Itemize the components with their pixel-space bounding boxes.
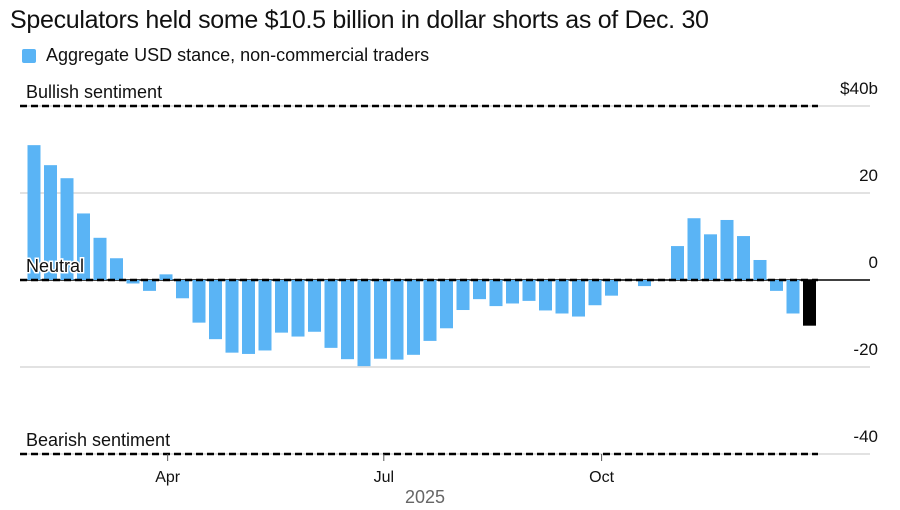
bar bbox=[572, 280, 585, 317]
reference-label: Bearish sentiment bbox=[26, 430, 170, 450]
reference-label: Neutral bbox=[26, 256, 84, 276]
chart-title: Speculators held some $10.5 billion in d… bbox=[10, 6, 709, 34]
bar bbox=[291, 280, 305, 337]
y-tick-label: $40b bbox=[840, 79, 878, 98]
reference-label: Bullish sentiment bbox=[26, 82, 162, 102]
bar bbox=[720, 219, 734, 280]
bar bbox=[704, 234, 717, 280]
x-tick-label: Oct bbox=[589, 469, 614, 486]
bar bbox=[390, 280, 404, 360]
bar bbox=[555, 280, 569, 314]
bar bbox=[176, 280, 189, 299]
legend: Aggregate USD stance, non-commercial tra… bbox=[22, 45, 429, 66]
bar bbox=[341, 280, 354, 360]
legend-label: Aggregate USD stance, non-commercial tra… bbox=[46, 45, 430, 65]
bar bbox=[423, 280, 437, 341]
bar bbox=[77, 213, 90, 280]
x-tick-label: Jul bbox=[374, 469, 394, 486]
y-tick-label: 20 bbox=[859, 166, 878, 185]
bar bbox=[473, 280, 486, 300]
bar bbox=[159, 274, 173, 280]
bar bbox=[753, 259, 767, 280]
bar bbox=[225, 280, 239, 353]
bar bbox=[242, 280, 255, 354]
bar bbox=[143, 280, 156, 291]
bar bbox=[192, 280, 206, 323]
legend-swatch bbox=[22, 48, 36, 63]
bar bbox=[440, 280, 453, 329]
bar bbox=[374, 280, 387, 359]
bar bbox=[489, 280, 503, 307]
bar bbox=[110, 258, 123, 280]
bar bbox=[27, 145, 41, 280]
bar bbox=[506, 280, 519, 304]
bar bbox=[786, 280, 800, 314]
bar bbox=[456, 280, 470, 311]
bar bbox=[687, 218, 701, 280]
x-tick-label: Apr bbox=[155, 469, 181, 486]
bar bbox=[93, 237, 107, 280]
bar bbox=[126, 280, 140, 284]
bar-latest bbox=[803, 280, 816, 326]
y-tick-label: -20 bbox=[853, 340, 878, 359]
bar bbox=[60, 178, 74, 280]
bar bbox=[605, 280, 618, 296]
bar bbox=[258, 280, 272, 351]
bar bbox=[308, 280, 321, 332]
bar bbox=[539, 280, 552, 311]
y-tick-label: 0 bbox=[869, 253, 878, 272]
bar bbox=[44, 165, 57, 280]
bar bbox=[671, 246, 684, 280]
bar bbox=[275, 280, 288, 333]
y-tick-label: -40 bbox=[853, 427, 878, 446]
bar bbox=[407, 280, 420, 355]
bar bbox=[737, 236, 750, 280]
bar bbox=[638, 280, 651, 287]
bar bbox=[209, 280, 222, 340]
bar bbox=[770, 280, 783, 291]
bar bbox=[522, 280, 536, 301]
bar bbox=[588, 280, 602, 306]
x-axis-label: 2025 bbox=[405, 487, 445, 507]
bar bbox=[324, 280, 338, 348]
bar bbox=[357, 280, 371, 367]
